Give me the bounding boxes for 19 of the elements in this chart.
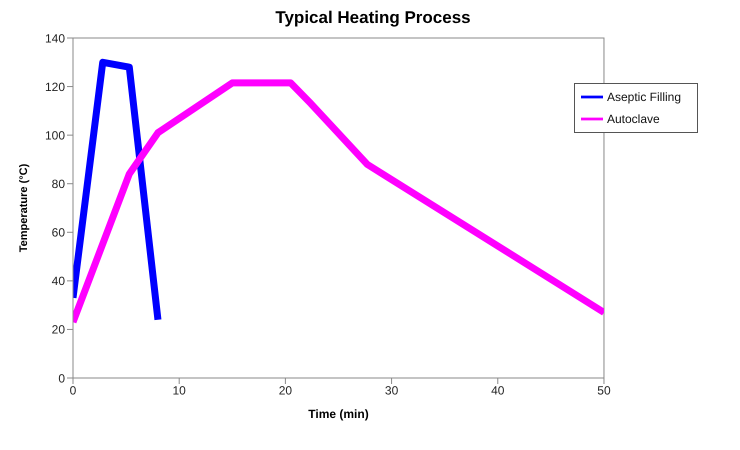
legend-label: Aseptic Filling bbox=[606, 90, 681, 104]
x-tick-label: 50 bbox=[597, 384, 611, 398]
y-tick-label: 140 bbox=[44, 31, 66, 46]
y-tick-label: 20 bbox=[52, 322, 66, 337]
x-tick-label: 10 bbox=[172, 384, 186, 398]
x-tick-label: 20 bbox=[278, 384, 292, 398]
x-tick-label: 0 bbox=[70, 384, 77, 398]
legend-label: Autoclave bbox=[606, 112, 660, 126]
y-tick-label: 100 bbox=[44, 128, 66, 142]
y-tick-label: 40 bbox=[52, 274, 66, 288]
y-axis-title: Temperature (°C) bbox=[18, 163, 30, 252]
x-axis-title: Time (min) bbox=[308, 407, 369, 421]
y-tick-label: 60 bbox=[52, 226, 66, 240]
y-tick-label: 120 bbox=[44, 80, 66, 94]
y-tick-label: 0 bbox=[58, 371, 66, 386]
x-tick-label: 40 bbox=[491, 384, 505, 398]
y-tick-label: 80 bbox=[52, 176, 66, 191]
x-tick-label: 30 bbox=[384, 384, 399, 398]
chart-title: Typical Heating Process bbox=[274, 8, 472, 28]
